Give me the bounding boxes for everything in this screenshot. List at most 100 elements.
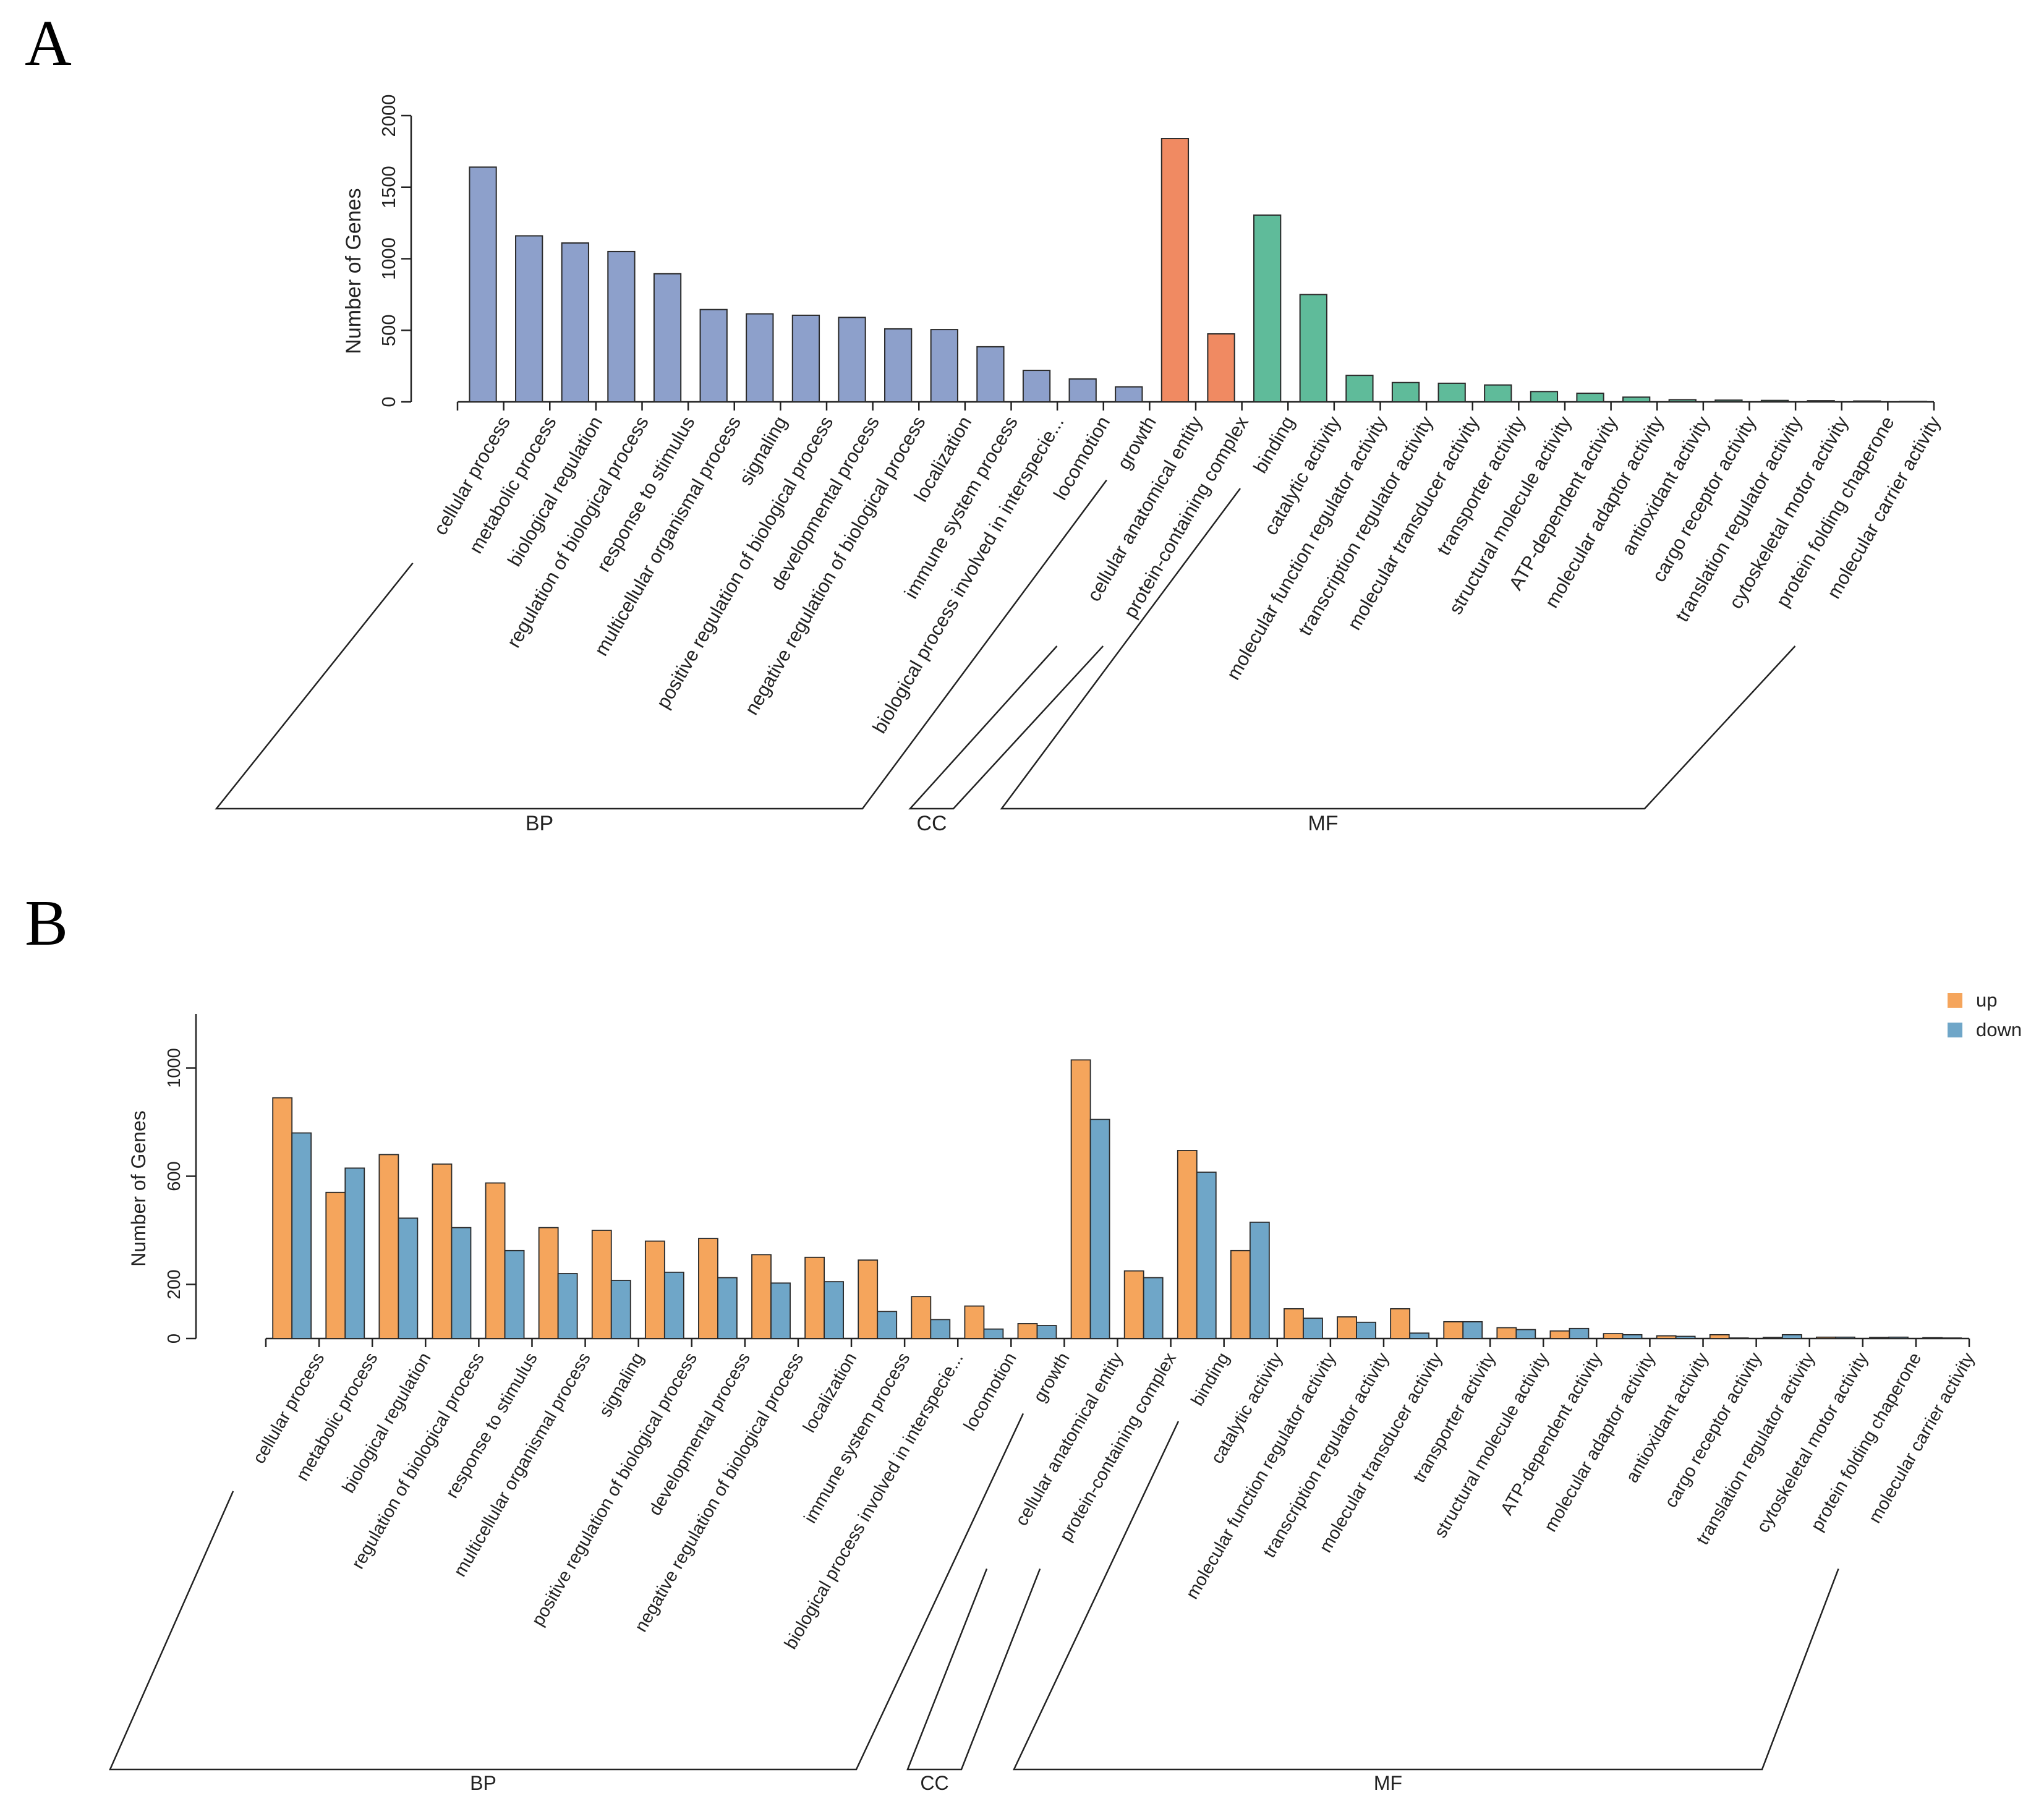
b-bar-up-transcription-regulator-activity — [1337, 1316, 1357, 1339]
a-bar-structural-molecule-activity — [1530, 391, 1559, 402]
b-bar-down-translation-regulator-activity — [1781, 1334, 1802, 1339]
b-category-label-immune-system-process: immune system process — [800, 1350, 914, 1527]
b-bar-down-catalytic-activity — [1249, 1221, 1270, 1339]
b-legend-label-up: up — [1976, 989, 1997, 1011]
a-group-bracket-cc — [908, 645, 1104, 810]
b-group-bracket-mf — [1013, 1421, 1839, 1771]
b-bar-up-molecular-carrier-activity — [1922, 1337, 1943, 1339]
b-bar-down-structural-molecule-activity — [1515, 1329, 1536, 1339]
b-bar-down-molecular-transducer-activity — [1409, 1332, 1430, 1339]
a-bar-positive-regulation-of-biological-process — [791, 314, 820, 402]
a-bar-metabolic-process — [515, 235, 543, 402]
b-legend-swatch-up — [1948, 993, 1962, 1008]
a-group-label-bp: BP — [526, 812, 553, 835]
b-category-label-cellular-anatomical-entity: cellular anatomical entity — [1011, 1349, 1127, 1529]
b-bar-up-molecular-adaptor-activity — [1603, 1333, 1624, 1339]
b-bar-up-catalytic-activity — [1230, 1249, 1251, 1339]
b-bar-down-developmental-process — [717, 1277, 738, 1339]
b-bar-up-antioxidant-activity — [1656, 1335, 1677, 1339]
b-bar-up-negative-regulation-of-biological-process — [751, 1254, 772, 1339]
a-group-label-cc: CC — [916, 812, 947, 835]
a-bar-localization — [930, 329, 958, 403]
b-bar-up-molecular-function-regulator-activity — [1284, 1308, 1304, 1339]
b-bar-up-molecular-transducer-activity — [1390, 1308, 1411, 1339]
b-category-label-molecular-carrier-activity: molecular carrier activity — [1865, 1349, 1978, 1526]
b-bar-up-cytoskeletal-motor-activity — [1816, 1336, 1836, 1339]
a-bar-regulation-of-biological-process — [607, 250, 636, 402]
b-bar-down-metabolic-process — [344, 1167, 365, 1339]
a-bar-molecular-carrier-activity — [1899, 401, 1928, 402]
b-bar-up-growth — [1017, 1323, 1038, 1339]
b-bar-down-cellular-process — [291, 1132, 312, 1339]
panel-b-label: B — [25, 887, 68, 959]
b-bar-down-protein-containing-complex — [1143, 1277, 1164, 1339]
a-group-label-mf: MF — [1308, 812, 1338, 835]
b-bar-down-signaling — [610, 1280, 631, 1339]
b-bar-up-locomotion — [964, 1305, 985, 1339]
b-bar-down-protein-folding-chaperone — [1888, 1336, 1909, 1339]
b-bar-up-regulation-of-biological-process — [432, 1163, 453, 1339]
b-bar-down-molecular-function-regulator-activity — [1303, 1317, 1323, 1339]
b-y-axis-title: Number of Genes — [127, 1110, 150, 1267]
a-category-label-binding: binding — [1249, 412, 1298, 477]
b-category-label-localization: localization — [799, 1350, 861, 1436]
b-bar-up-cellular-process — [272, 1097, 293, 1339]
a-bar-cellular-process — [469, 166, 497, 402]
a-bar-binding — [1253, 214, 1282, 402]
a-bar-transcription-regulator-activity — [1391, 381, 1420, 402]
b-bar-up-response-to-stimulus — [485, 1182, 506, 1339]
a-y-tick-label: 0 — [378, 396, 399, 407]
b-bar-down-atp-dependent-activity — [1569, 1327, 1590, 1339]
a-bar-molecular-function-regulator-activity — [1345, 375, 1374, 402]
a-bar-catalytic-activity — [1299, 294, 1327, 402]
b-y-tick-label: 600 — [164, 1161, 184, 1191]
b-bar-up-immune-system-process — [858, 1259, 879, 1339]
a-y-tick-label: 1500 — [378, 166, 399, 208]
a-category-label-growth: growth — [1113, 412, 1160, 473]
b-bar-down-transporter-activity — [1462, 1321, 1483, 1339]
a-y-tick-label: 2000 — [378, 95, 399, 137]
a-bar-molecular-transducer-activity — [1437, 382, 1466, 403]
b-bar-down-transcription-regulator-activity — [1356, 1321, 1376, 1339]
a-bar-molecular-adaptor-activity — [1622, 396, 1651, 402]
b-bar-down-antioxidant-activity — [1675, 1335, 1696, 1339]
b-category-label-growth: growth — [1030, 1350, 1074, 1406]
a-group-bracket-bp — [215, 479, 1107, 810]
b-bar-down-growth — [1036, 1325, 1057, 1339]
b-group-bracket-bp — [109, 1413, 1024, 1771]
b-bar-down-cellular-anatomical-entity — [1089, 1118, 1110, 1339]
b-bar-down-binding — [1196, 1172, 1217, 1339]
b-bar-up-localization — [804, 1256, 825, 1339]
a-bar-developmental-process — [838, 317, 866, 402]
a-bar-transporter-activity — [1484, 384, 1512, 402]
b-bar-up-transporter-activity — [1443, 1321, 1464, 1339]
a-y-tick-label: 1000 — [378, 237, 399, 280]
b-bar-up-structural-molecule-activity — [1496, 1327, 1517, 1339]
a-bar-translation-regulator-activity — [1760, 399, 1789, 402]
b-category-label-atp-dependent-activity: ATP-dependent activity — [1497, 1349, 1606, 1518]
a-bar-biological-regulation — [561, 242, 589, 402]
b-group-label-mf: MF — [1374, 1772, 1402, 1794]
b-bar-down-cytoskeletal-motor-activity — [1835, 1336, 1855, 1339]
b-bar-up-cellular-anatomical-entity — [1070, 1059, 1091, 1339]
a-bar-protein-containing-complex — [1207, 333, 1235, 402]
a-y-tick-label: 500 — [378, 314, 399, 346]
a-bar-cargo-receptor-activity — [1714, 399, 1743, 402]
b-bar-up-multicellular-organismal-process — [538, 1227, 559, 1339]
b-y-tick-label: 1000 — [164, 1048, 184, 1088]
b-category-label-signaling: signaling — [595, 1350, 648, 1421]
a-bar-cellular-anatomical-entity — [1160, 138, 1190, 402]
b-bar-down-cargo-receptor-activity — [1728, 1337, 1749, 1339]
b-bar-up-biological-regulation — [378, 1154, 399, 1339]
a-bar-immune-system-process — [976, 346, 1005, 402]
b-category-label-binding: binding — [1188, 1350, 1233, 1410]
b-category-label-developmental-process: developmental process — [645, 1350, 754, 1519]
b-category-label-cargo-receptor-activity: cargo receptor activity — [1661, 1349, 1766, 1511]
b-group-label-bp: BP — [470, 1772, 496, 1794]
a-bar-multicellular-organismal-process — [699, 309, 728, 402]
b-bar-down-regulation-of-biological-process — [451, 1227, 472, 1339]
b-legend: up down — [1948, 989, 2022, 1041]
b-bar-down-molecular-carrier-activity — [1941, 1337, 1962, 1339]
b-group-bracket-cc — [906, 1569, 1041, 1771]
b-bar-up-atp-dependent-activity — [1549, 1330, 1570, 1339]
